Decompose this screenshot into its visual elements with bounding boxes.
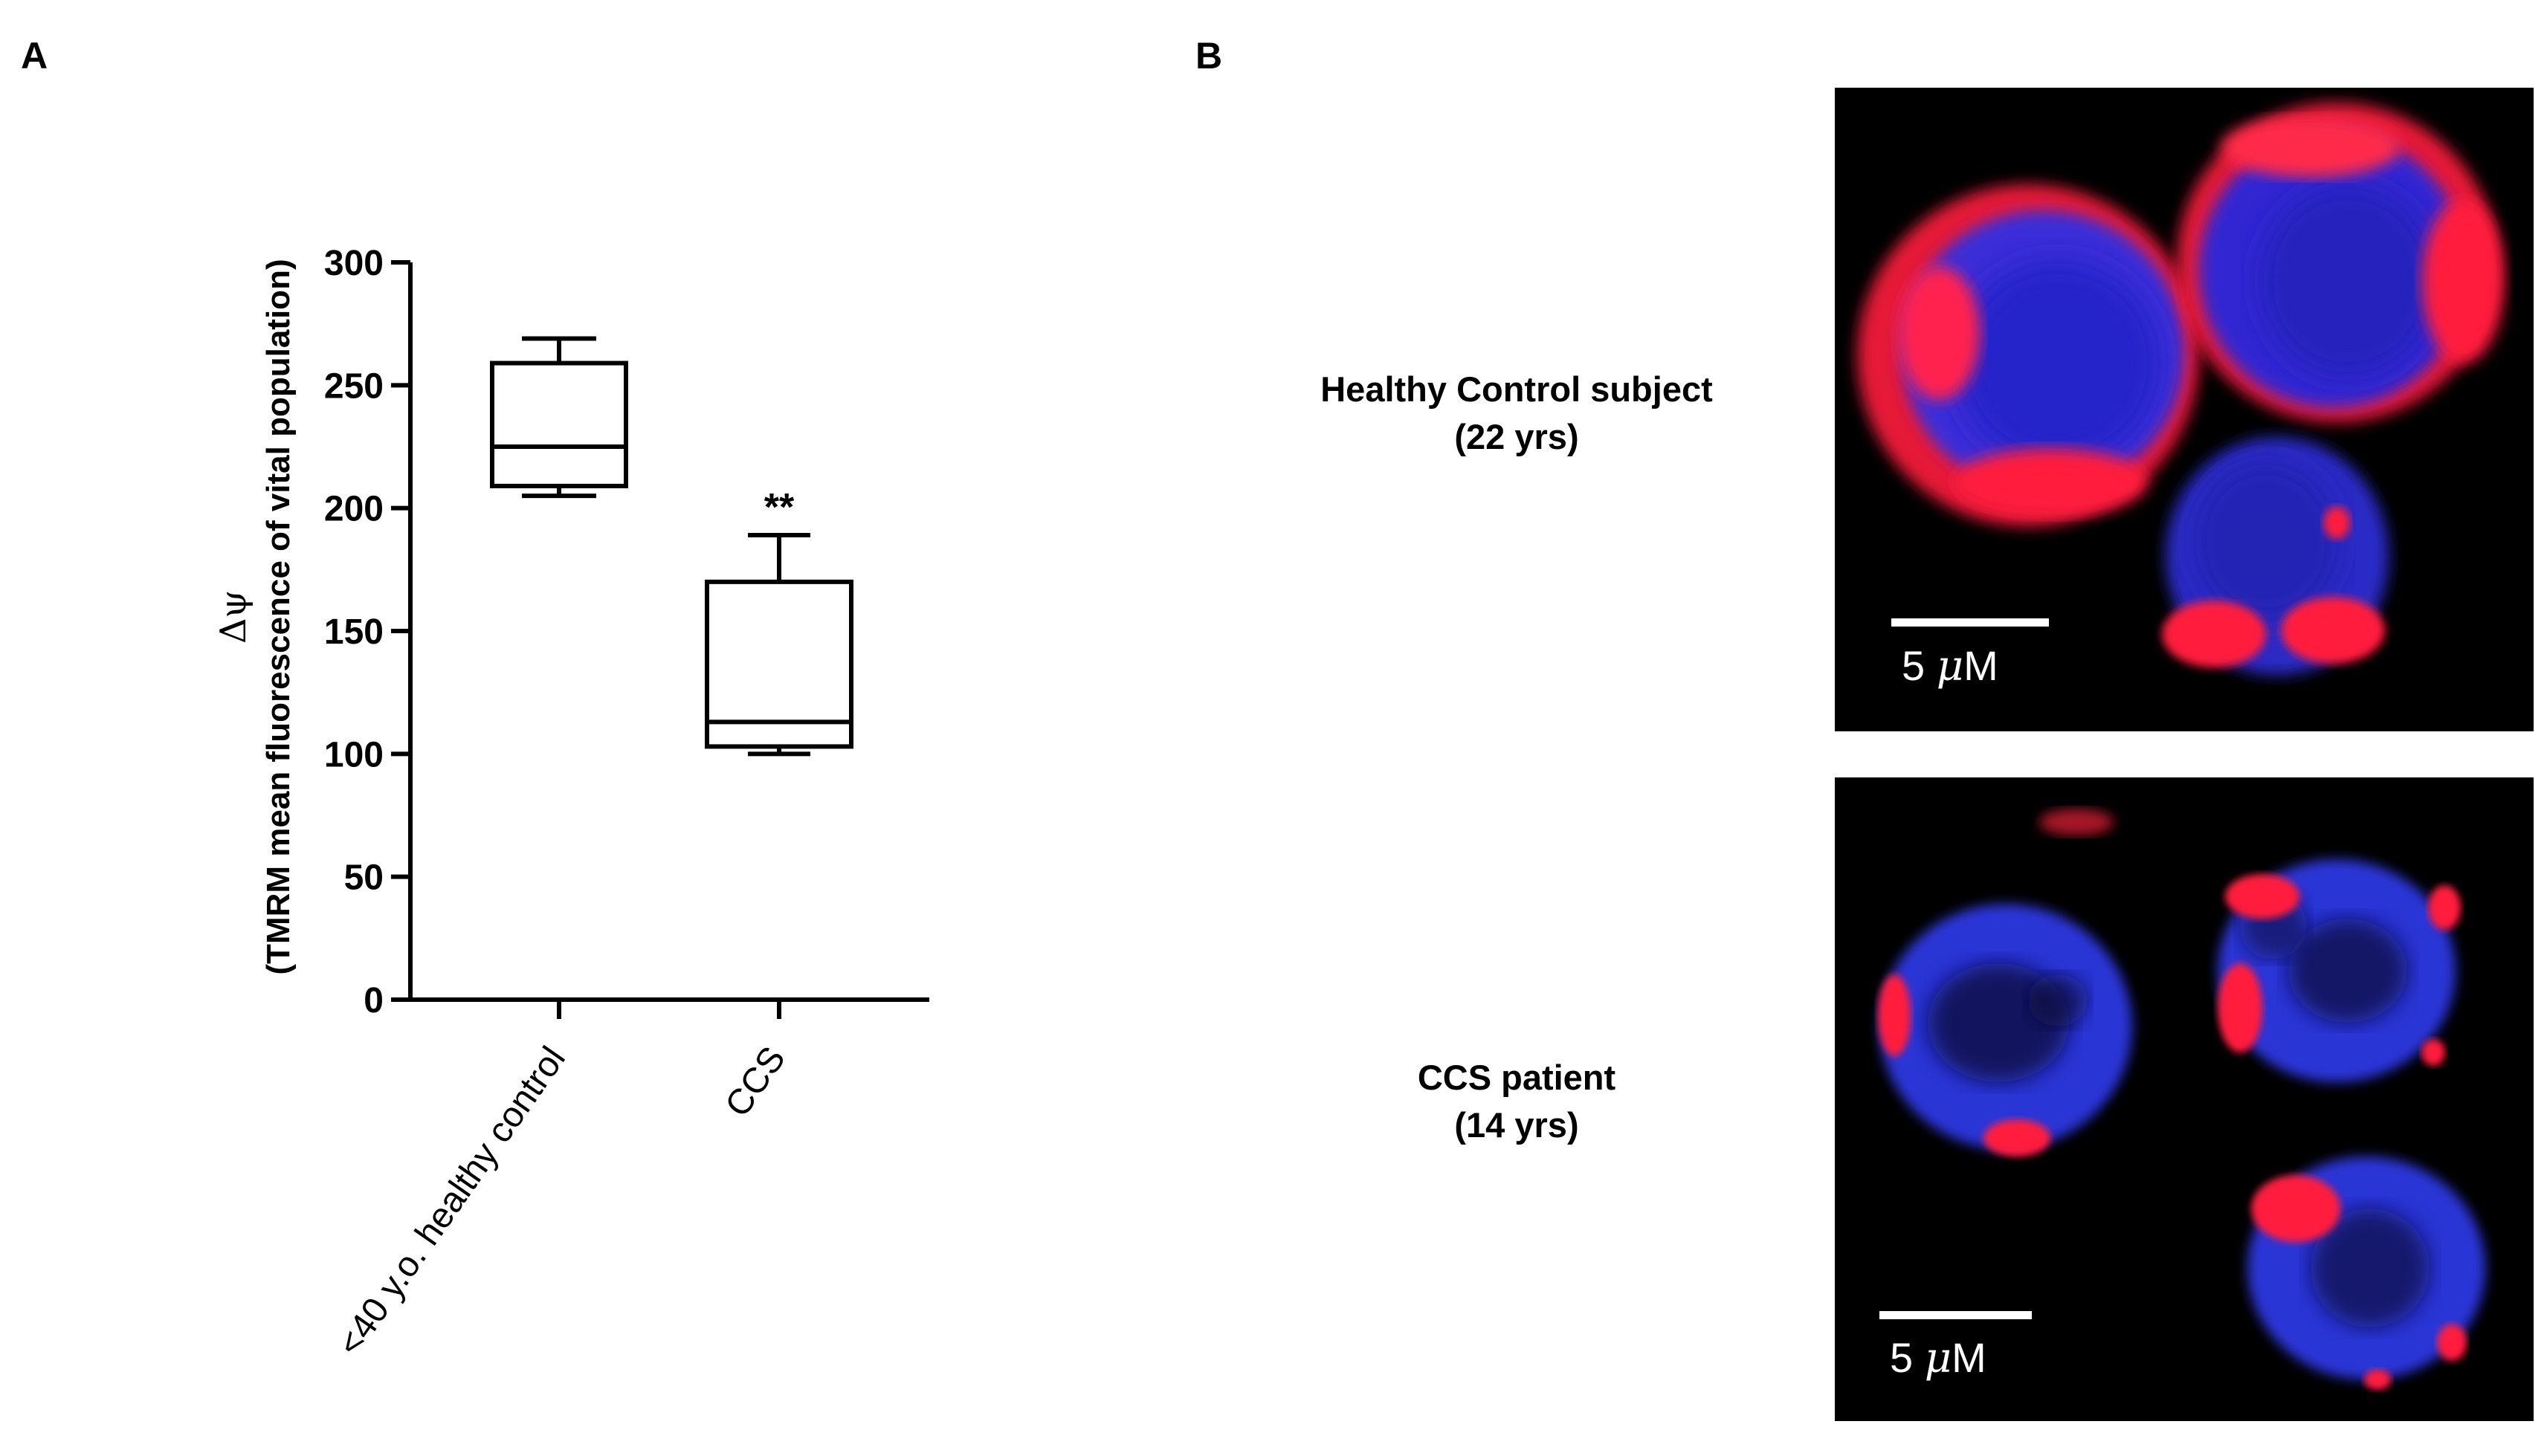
ccs-label-age: (14 yrs): [1454, 1105, 1579, 1145]
y-tick-label: 250: [324, 366, 384, 406]
cell: [2177, 103, 2504, 422]
ccs-label: CCS patient (14 yrs): [1308, 1054, 1725, 1149]
healthy-label-age: (22 yrs): [1454, 417, 1579, 456]
box-plot: 0 50 100 150 200 250 300 <40 y.o. healthy contr…: [324, 244, 929, 1363]
ccs-micrograph: 5 μM: [1835, 777, 2534, 1421]
scale-bar-label: 5 μM: [1890, 1334, 1986, 1382]
scale-bar: [1879, 1311, 2032, 1319]
healthy-label-title: Healthy Control subject: [1320, 369, 1713, 409]
y-tick-label: 200: [324, 490, 384, 529]
cell: [2247, 1156, 2485, 1390]
cell: [1878, 904, 2132, 1156]
box-iqr: [490, 360, 628, 488]
significance-annotation: **: [764, 486, 795, 529]
cell: [2218, 859, 2461, 1082]
y-tick-label: 150: [324, 612, 384, 652]
y-tick-label: 0: [364, 981, 384, 1020]
x-tick-label: <40 y.o. healthy control: [330, 1040, 573, 1363]
y-tick-label: 50: [344, 858, 384, 898]
panel-b-letter: B: [1195, 35, 1223, 77]
scale-bar-label: 5 μM: [1902, 642, 1998, 690]
cell: [2162, 437, 2389, 675]
panel-a-letter: A: [21, 35, 48, 77]
box-iqr: [705, 579, 853, 749]
healthy-label: Healthy Control subject (22 yrs): [1308, 366, 1725, 461]
x-tick-label: CCS: [717, 1040, 793, 1124]
ccs-label-title: CCS patient: [1417, 1058, 1616, 1097]
scale-bar: [1891, 618, 2049, 627]
y-tick-label: 100: [324, 735, 384, 774]
y-tick-label: 300: [324, 244, 384, 283]
healthy-micrograph: 5 μM: [1835, 88, 2534, 731]
cell: [1857, 184, 2199, 526]
